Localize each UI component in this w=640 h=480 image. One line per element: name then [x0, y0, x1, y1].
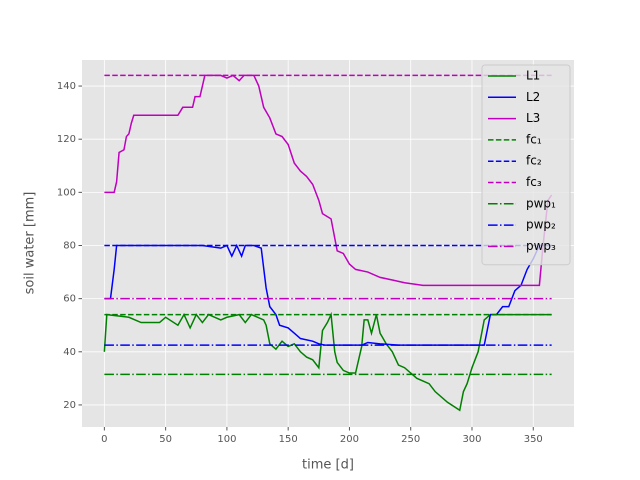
x-tick-label: 350 [524, 434, 543, 445]
legend-box [481, 64, 571, 266]
legend-label: fc₃ [526, 175, 542, 189]
legend-label: L1 [526, 69, 540, 83]
series-line [104, 74, 553, 287]
x-axis-label: time [d] [302, 458, 354, 473]
legend-label: pwp₂ [526, 218, 556, 232]
y-axis-label: soil water [mm] [23, 192, 38, 295]
x-tick-label: 0 [101, 434, 107, 445]
x-tick-label: 250 [401, 434, 420, 445]
y-tick-label: 100 [57, 187, 76, 198]
x-tick-label: 50 [159, 434, 172, 445]
y-tick-label: 60 [63, 294, 76, 305]
x-tick-label: 200 [340, 434, 359, 445]
legend-label: fc₁ [526, 132, 542, 146]
y-tick-label: 120 [57, 134, 76, 145]
legend: L1 L2 L3 fc₁ fc₂ fc₃ pwp₁ pwp₂ pwp₃ [481, 64, 571, 266]
x-tick-label: 300 [462, 434, 481, 445]
legend-label: pwp₃ [526, 239, 556, 253]
y-tick-label: 140 [57, 81, 76, 92]
y-tick-label: 20 [63, 400, 76, 411]
legend-label: fc₂ [526, 154, 542, 168]
legend-label: L2 [526, 90, 540, 104]
legend-label: pwp₁ [526, 196, 556, 210]
y-tick-label: 80 [63, 240, 76, 251]
legend-label: L3 [526, 111, 540, 125]
lines [103, 74, 553, 412]
y-tick-label: 40 [63, 347, 76, 358]
x-tick-label: 100 [217, 434, 236, 445]
series-line [104, 243, 552, 346]
x-tick-label: 150 [279, 434, 298, 445]
series-line [103, 311, 552, 412]
